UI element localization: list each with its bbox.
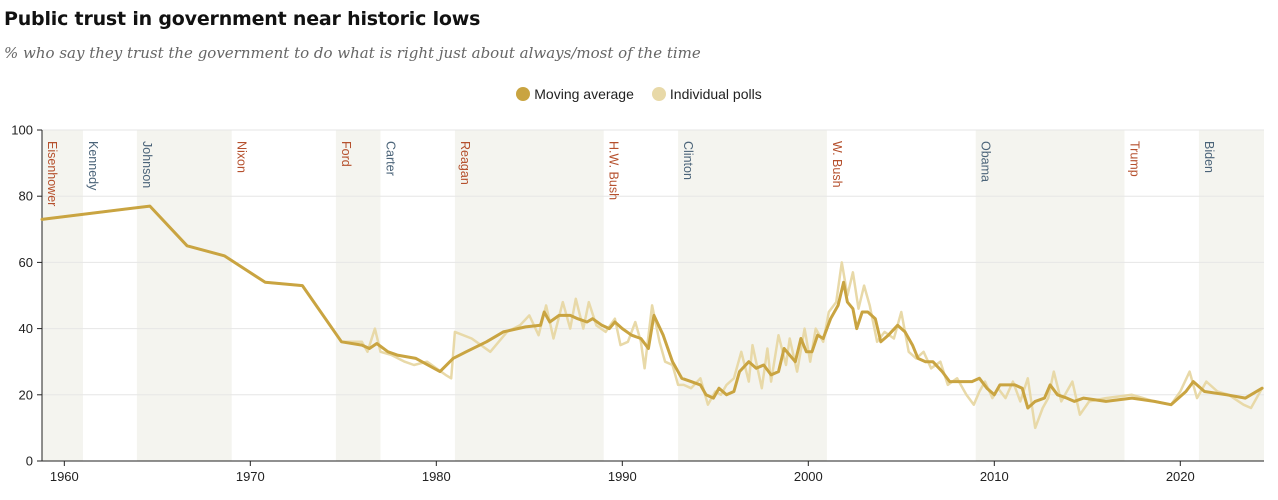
y-tick-label-60: 60 bbox=[19, 255, 33, 270]
x-tick-label-2020: 2020 bbox=[1166, 469, 1195, 484]
y-tick-label-0: 0 bbox=[26, 454, 33, 469]
legend-swatch-moving-average bbox=[516, 87, 531, 101]
president-label-clinton: Clinton bbox=[681, 141, 695, 180]
x-tick-label-1960: 1960 bbox=[50, 469, 79, 484]
legend-label-moving-average: Moving average bbox=[534, 86, 634, 102]
president-band-obama bbox=[975, 130, 1125, 461]
x-tick-label-1990: 1990 bbox=[608, 469, 637, 484]
president-label-kennedy: Kennedy bbox=[86, 141, 100, 191]
president-label-w-bush: W. Bush bbox=[830, 141, 844, 188]
y-tick-label-40: 40 bbox=[19, 321, 33, 336]
y-tick-label-100: 100 bbox=[11, 123, 33, 138]
president-label-ford: Ford bbox=[339, 141, 353, 167]
president-label-eisenhower: Eisenhower bbox=[45, 141, 59, 206]
legend-item-moving-average: Moving average bbox=[516, 86, 634, 102]
president-band-biden bbox=[1198, 130, 1264, 461]
president-band-johnson bbox=[136, 130, 232, 461]
legend-swatch-individual-polls bbox=[651, 87, 666, 101]
y-tick-label-20: 20 bbox=[19, 387, 33, 402]
president-label-biden: Biden bbox=[1202, 141, 1216, 173]
president-label-carter: Carter bbox=[384, 141, 398, 176]
legend: Moving average Individual polls bbox=[0, 86, 1278, 102]
president-label-nixon: Nixon bbox=[235, 141, 249, 173]
president-band-eisenhower bbox=[42, 130, 83, 461]
president-label-reagan: Reagan bbox=[458, 141, 472, 185]
president-label-h-w-bush: H.W. Bush bbox=[607, 141, 621, 200]
president-band-reagan bbox=[454, 130, 604, 461]
president-label-trump: Trump bbox=[1128, 141, 1142, 177]
chart-subtitle: % who say they trust the government to d… bbox=[4, 44, 701, 62]
president-band-clinton bbox=[678, 130, 827, 461]
legend-item-individual-polls: Individual polls bbox=[651, 86, 762, 102]
series-line-moving-average bbox=[40, 204, 1264, 410]
x-tick-label-2000: 2000 bbox=[794, 469, 823, 484]
president-label-johnson: Johnson bbox=[140, 141, 154, 188]
x-tick-label-2010: 2010 bbox=[980, 469, 1009, 484]
president-band-ford bbox=[335, 130, 381, 461]
legend-label-individual-polls: Individual polls bbox=[669, 86, 762, 102]
president-label-obama: Obama bbox=[979, 141, 993, 182]
y-tick-label-80: 80 bbox=[19, 189, 33, 204]
x-tick-label-1980: 1980 bbox=[422, 469, 451, 484]
x-tick-label-1970: 1970 bbox=[236, 469, 265, 484]
chart-title: Public trust in government near historic… bbox=[4, 8, 481, 30]
